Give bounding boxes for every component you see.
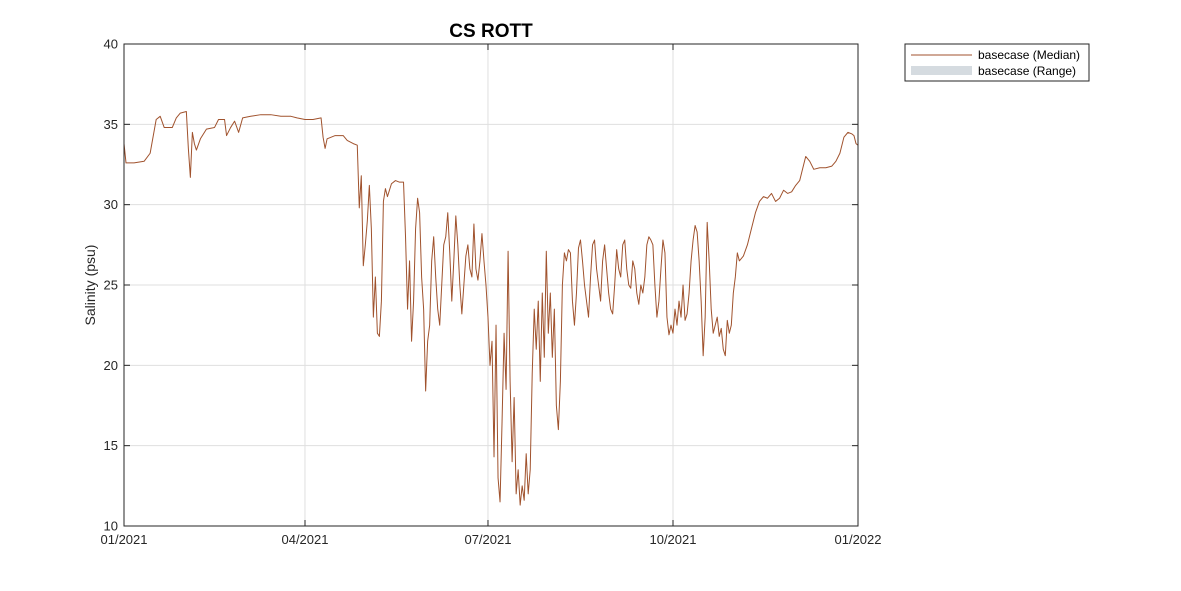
y-tick-label: 15 — [104, 438, 118, 453]
y-tick-label: 40 — [104, 37, 118, 52]
x-tick-label: 01/2022 — [835, 532, 882, 547]
legend: basecase (Median) basecase (Range) — [904, 43, 1090, 82]
legend-range-swatch — [911, 66, 972, 75]
x-tick-label: 01/2021 — [101, 532, 148, 547]
y-axis-label: Salinity (psu) — [82, 245, 98, 326]
chart-title: CS ROTT — [449, 21, 533, 42]
y-tick-label: 30 — [104, 197, 118, 212]
median-series-line — [123, 110, 859, 506]
x-tick-label: 07/2021 — [464, 532, 511, 547]
legend-range-label: basecase (Range) — [978, 64, 1076, 78]
axis-ticks — [123, 43, 859, 527]
y-tick-label: 10 — [104, 519, 118, 534]
y-tick-labels: 10 15 20 25 30 35 40 — [104, 37, 118, 534]
y-tick-label: 25 — [104, 278, 118, 293]
x-tick-labels: 01/2021 04/2021 07/2021 10/2021 01/2022 — [101, 532, 882, 547]
y-tick-label: 35 — [104, 117, 118, 132]
y-tick-label: 20 — [104, 358, 118, 373]
legend-median-label: basecase (Median) — [978, 48, 1080, 62]
x-tick-label: 04/2021 — [281, 532, 328, 547]
x-tick-label: 10/2021 — [649, 532, 696, 547]
